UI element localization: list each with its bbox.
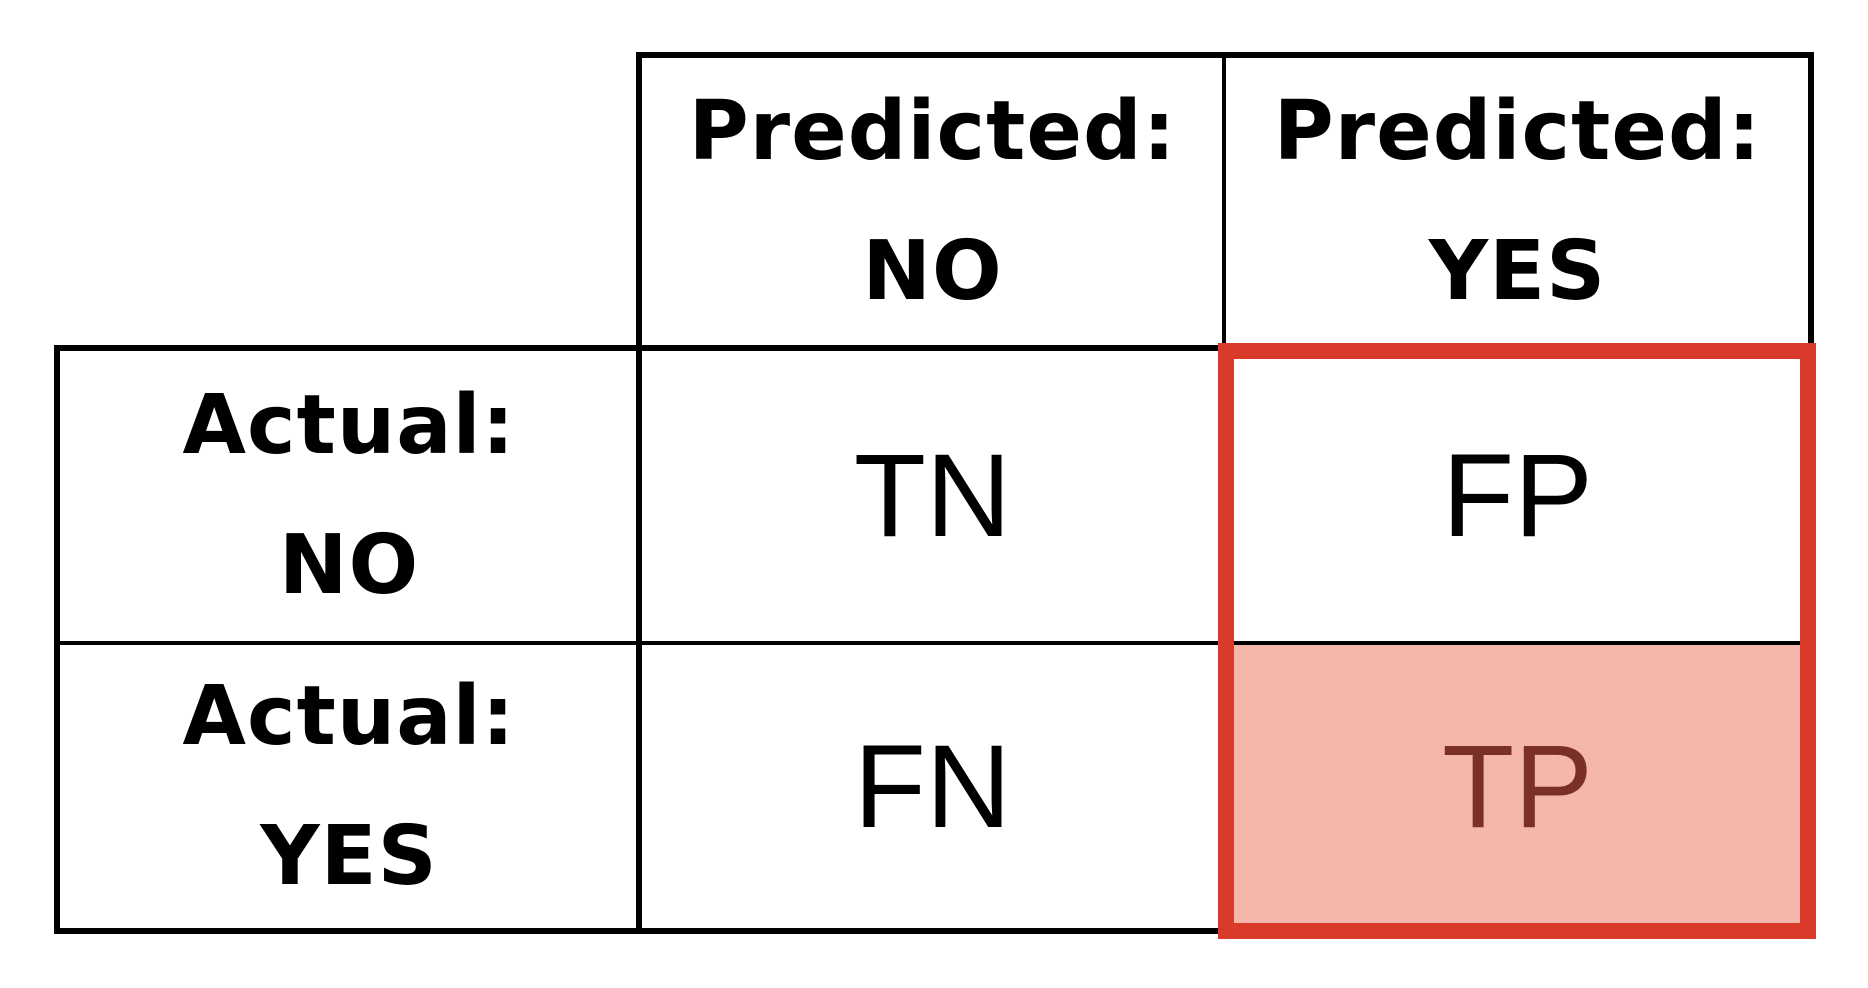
highlight-box — [1218, 343, 1816, 939]
grid-line — [54, 345, 1814, 351]
col-header-line2: NO — [862, 224, 1003, 319]
cell-false-negative: FN — [640, 643, 1225, 931]
col-header-line2: YES — [1428, 224, 1607, 319]
cell-false-positive: FP — [1225, 348, 1810, 643]
col-header-predicted-no: Predicted: NO — [640, 56, 1225, 348]
row-header-line1: Actual: — [182, 669, 516, 764]
grid-line — [54, 641, 1814, 645]
cell-value: FN — [853, 721, 1012, 853]
col-header-line1: Predicted: — [1273, 84, 1762, 179]
cell-value: TP — [1442, 721, 1593, 853]
col-header-line1: Predicted: — [688, 84, 1177, 179]
row-header-line2: NO — [278, 517, 420, 613]
grid-line — [54, 928, 1814, 934]
cell-true-negative: TN — [640, 348, 1225, 643]
row-header-line2: YES — [260, 809, 438, 904]
grid-line — [54, 345, 60, 934]
col-header-predicted-yes: Predicted: YES — [1225, 56, 1810, 348]
row-header-line1: Actual: — [182, 377, 516, 473]
cell-value: TN — [853, 429, 1012, 562]
row-header-actual-no: Actual: NO — [58, 348, 640, 643]
cell-true-positive: TP — [1225, 643, 1810, 931]
cell-value: FP — [1442, 429, 1593, 562]
grid-line — [636, 52, 642, 934]
row-header-actual-yes: Actual: YES — [58, 643, 640, 931]
